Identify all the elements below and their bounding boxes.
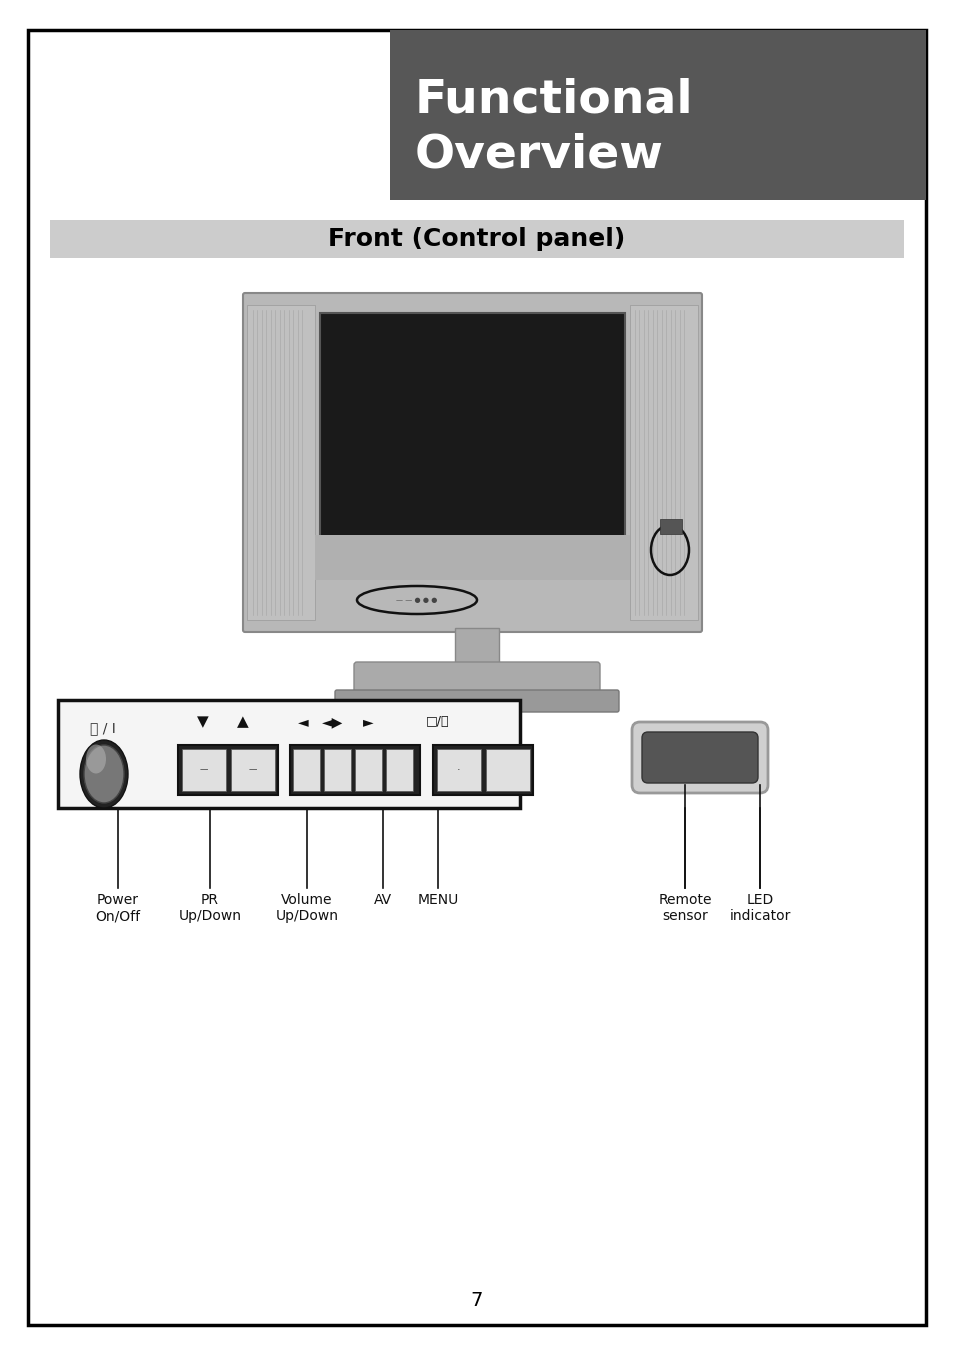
Text: ◄▶: ◄▶ bbox=[322, 715, 343, 729]
Bar bbox=[390, 30, 925, 201]
Ellipse shape bbox=[80, 740, 128, 808]
Bar bbox=[231, 749, 274, 791]
Bar bbox=[178, 745, 277, 795]
Text: Remote
sensor: Remote sensor bbox=[658, 893, 711, 923]
Text: Power
On/Off: Power On/Off bbox=[95, 893, 140, 923]
Bar bbox=[324, 749, 351, 791]
Text: PR
Up/Down: PR Up/Down bbox=[178, 893, 241, 923]
Bar bbox=[293, 749, 319, 791]
Bar bbox=[58, 701, 519, 808]
Text: AV: AV bbox=[374, 893, 392, 906]
Bar bbox=[455, 627, 498, 665]
Bar bbox=[314, 535, 629, 580]
Bar bbox=[319, 313, 624, 575]
Bar bbox=[433, 745, 533, 795]
Ellipse shape bbox=[84, 745, 124, 804]
Bar bbox=[290, 745, 419, 795]
Text: Volume
Up/Down: Volume Up/Down bbox=[275, 893, 338, 923]
Text: —: — bbox=[249, 766, 257, 775]
Text: Functional: Functional bbox=[415, 77, 693, 122]
Text: □/⭘: □/⭘ bbox=[426, 715, 449, 729]
Text: Overview: Overview bbox=[415, 133, 663, 178]
Bar bbox=[386, 749, 413, 791]
Text: Front (Control panel): Front (Control panel) bbox=[328, 228, 625, 251]
Text: ·: · bbox=[456, 766, 460, 775]
Text: 7: 7 bbox=[471, 1290, 482, 1309]
Bar bbox=[50, 220, 903, 257]
Ellipse shape bbox=[86, 744, 106, 774]
FancyBboxPatch shape bbox=[641, 732, 758, 783]
Text: ►: ► bbox=[362, 715, 373, 729]
Bar bbox=[659, 519, 681, 534]
FancyBboxPatch shape bbox=[354, 663, 599, 698]
Text: ◄: ◄ bbox=[297, 715, 308, 729]
Bar bbox=[485, 749, 530, 791]
Text: LED
indicator: LED indicator bbox=[728, 893, 790, 923]
Text: ▼: ▼ bbox=[197, 714, 209, 729]
Text: MENU: MENU bbox=[416, 893, 458, 906]
Bar bbox=[629, 305, 698, 621]
Text: ⏻ / I: ⏻ / I bbox=[90, 721, 115, 734]
Text: ▲: ▲ bbox=[237, 714, 249, 729]
Bar bbox=[182, 749, 226, 791]
FancyBboxPatch shape bbox=[631, 722, 767, 793]
Bar bbox=[247, 305, 314, 621]
FancyBboxPatch shape bbox=[335, 690, 618, 711]
FancyBboxPatch shape bbox=[243, 293, 701, 631]
Text: —: — bbox=[199, 766, 208, 775]
Bar bbox=[436, 749, 480, 791]
Text: — — ● ● ●: — — ● ● ● bbox=[395, 598, 437, 603]
Bar bbox=[355, 749, 381, 791]
